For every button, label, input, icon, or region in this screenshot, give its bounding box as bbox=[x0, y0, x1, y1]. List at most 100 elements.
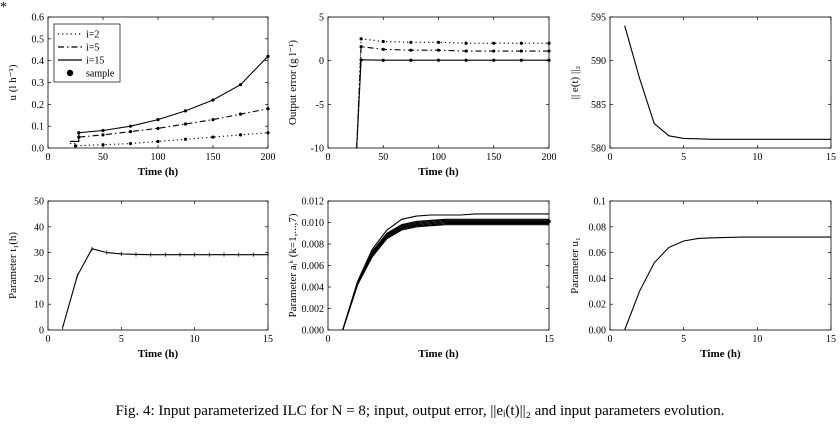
p1-sample-point bbox=[266, 54, 270, 58]
p2-ylabel: Output error (g l⁻¹) bbox=[287, 40, 299, 126]
p1-xtick-label: 50 bbox=[98, 152, 108, 163]
p2-series-line bbox=[356, 46, 549, 148]
p2-sample-point bbox=[409, 40, 413, 44]
legend-sample-marker bbox=[66, 69, 74, 77]
p1-sample-point bbox=[211, 118, 215, 122]
legend-box bbox=[53, 23, 121, 83]
p5-ytick-label: 0.006 bbox=[302, 261, 325, 272]
p2-sample-point bbox=[464, 49, 468, 53]
p1-ytick-label: 0.6 bbox=[32, 13, 45, 24]
p1-ytick-label: 0.4 bbox=[32, 56, 45, 67]
p2-sample-point bbox=[547, 49, 551, 53]
p5-ytick-label: 0.012 bbox=[302, 197, 325, 208]
p2-sample-point bbox=[359, 37, 363, 41]
p5-ylabel: Parameter aᵢᵏ (k=1,...,7) bbox=[287, 213, 299, 317]
p1-sample-point bbox=[238, 112, 243, 116]
p4-ytick-label: 40 bbox=[34, 222, 44, 233]
p1-xtick-label: 200 bbox=[261, 152, 276, 163]
p2-sample-point bbox=[547, 58, 551, 62]
p5-end-point bbox=[547, 219, 551, 224]
p1-series-line bbox=[70, 108, 268, 142]
p5-ytick-label: 0.000 bbox=[302, 326, 325, 337]
legend-label: i=15 bbox=[86, 56, 104, 67]
p2-panel: 0 50 100 150 200 -10 -5 0 5 Time (h) Output error … bbox=[287, 13, 557, 179]
p5-ytick-label: 0.002 bbox=[302, 304, 325, 315]
p1-ytick-label: 0.2 bbox=[32, 100, 45, 111]
p1-sample-point bbox=[211, 98, 215, 102]
p2-sample-point bbox=[492, 58, 496, 62]
p1-panel: 0 50 100 150 200 0.0 0.1 0.2 0.3 0.4 0.5 0.6 Time (h… bbox=[7, 13, 276, 179]
p2-xlabel: Time (h) bbox=[418, 166, 459, 178]
legend-label: i=5 bbox=[86, 43, 99, 54]
p5-xtick-label: 0 bbox=[326, 334, 331, 345]
p4-xtick-label: 10 bbox=[190, 334, 200, 345]
p2-ytick-label: -10 bbox=[311, 144, 324, 155]
p2-series-line bbox=[356, 38, 549, 148]
p1-sample-point bbox=[101, 128, 105, 133]
p1-sample-point bbox=[211, 135, 215, 139]
p6-ytick-label: 0.06 bbox=[589, 248, 607, 259]
p2-sample-point bbox=[436, 40, 441, 44]
p2-sample-point bbox=[519, 58, 523, 62]
p1-sample-point bbox=[266, 131, 270, 135]
p2-sample-point bbox=[464, 58, 468, 62]
p2-sample-point bbox=[436, 48, 441, 52]
p1-sample-point bbox=[156, 139, 160, 144]
p3-ytick-label: 585 bbox=[591, 100, 606, 111]
p5-series-line bbox=[342, 223, 549, 330]
p1-ytick-label: 0.0 bbox=[32, 144, 45, 155]
p2-ytick-label: -5 bbox=[316, 100, 324, 111]
caption-prefix: Fig. 4: bbox=[115, 403, 159, 419]
p4-ytick-label: 30 bbox=[34, 248, 44, 259]
p1-ytick-label: 0.1 bbox=[32, 122, 45, 133]
p3-ytick-label: 595 bbox=[591, 13, 606, 24]
p5-ytick-label: 0.010 bbox=[302, 218, 325, 229]
p1-sample-point bbox=[128, 124, 133, 128]
p6-axes-frame bbox=[609, 200, 832, 331]
p2-sample-point bbox=[409, 58, 413, 62]
p4-axes-frame bbox=[47, 200, 269, 331]
p4-ylabel: Parameter t₁(h) bbox=[7, 232, 19, 299]
p1-sample-point bbox=[73, 144, 78, 148]
p2-xtick-label: 150 bbox=[486, 152, 501, 163]
p4-ytick-label: 0 bbox=[39, 326, 44, 337]
p6-xlabel: Time (h) bbox=[700, 348, 741, 360]
p2-series-line bbox=[356, 59, 549, 148]
p1-sample-point bbox=[238, 133, 243, 137]
p6-xtick-label: 0 bbox=[608, 334, 613, 345]
legend-label: sample bbox=[86, 69, 115, 80]
p2-sample-point bbox=[381, 39, 385, 44]
p3-xtick-label: 0 bbox=[608, 152, 613, 163]
p3-ytick-label: 590 bbox=[591, 56, 606, 67]
p1-xtick-label: 0 bbox=[46, 152, 51, 163]
p2-xtick-label: 0 bbox=[326, 152, 331, 163]
p1-sample-point bbox=[101, 133, 105, 137]
p6-ytick-label: 0.02 bbox=[589, 300, 607, 311]
p2-sample-point bbox=[381, 58, 385, 62]
p1-series-line bbox=[70, 132, 268, 147]
p3-axes-frame bbox=[609, 16, 832, 149]
p3-series-line bbox=[624, 25, 831, 140]
p1-sample-point bbox=[238, 83, 243, 87]
p2-sample-point bbox=[359, 58, 363, 62]
p2-sample-point bbox=[381, 47, 385, 51]
p1-series-line bbox=[70, 55, 268, 142]
p2-sample-point bbox=[547, 41, 551, 45]
p1-ytick-label: 0.5 bbox=[32, 34, 45, 45]
p2-sample-point bbox=[519, 49, 523, 53]
p1-sample-point bbox=[101, 143, 105, 147]
p5-panel: 0 15 0.000 0.002 0.004 0.006 0.008 0.010 0.012 Ti… bbox=[287, 197, 554, 361]
p3-xtick-label: 5 bbox=[681, 152, 686, 163]
p5-series-line bbox=[342, 221, 549, 330]
p5-xtick-label: 15 bbox=[544, 334, 554, 345]
p6-ylabel: Parameter u₁ bbox=[569, 237, 581, 294]
p1-sample-point bbox=[266, 107, 270, 111]
p6-ytick-label: 0.04 bbox=[589, 274, 607, 285]
p2-ytick-label: 5 bbox=[319, 13, 324, 24]
p5-ytick-label: 0.008 bbox=[302, 240, 325, 251]
p1-sample-point bbox=[183, 122, 188, 126]
p2-sample-point bbox=[359, 45, 363, 49]
p3-ylabel: || e(t) ||₂ bbox=[569, 66, 581, 100]
p1-ytick-label: 0.3 bbox=[32, 78, 45, 89]
